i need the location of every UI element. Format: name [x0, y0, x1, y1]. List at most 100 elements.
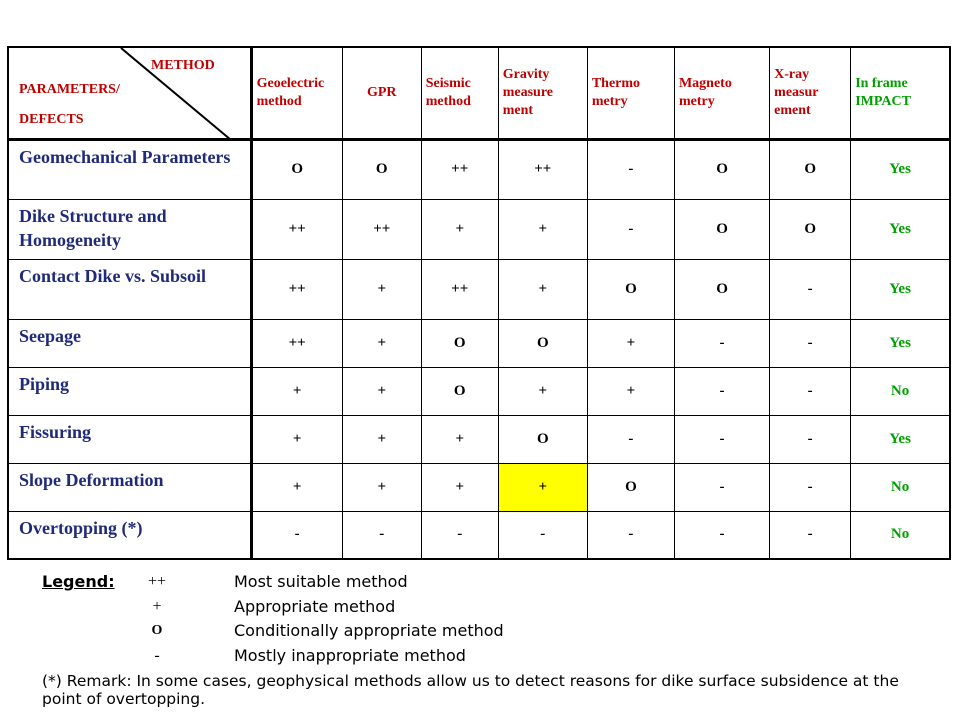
legend-symbol: - — [154, 647, 160, 664]
legend-symbol: + — [152, 598, 162, 615]
cell-gpr: + — [341, 414, 422, 464]
cell-gravity: + — [497, 198, 588, 260]
row-label: Dike Structure and Homogeneity — [7, 198, 253, 260]
cell-geoelectric: + — [250, 462, 343, 512]
corner-method-label: METHOD — [151, 58, 215, 73]
cell-thermometry: O — [586, 258, 675, 320]
cell-xray: - — [769, 366, 852, 416]
legend-symbol: O — [151, 623, 163, 638]
cell-thermometry: + — [586, 366, 675, 416]
row-label: Overtopping (*) — [7, 510, 253, 560]
cell-seismic: ++ — [420, 138, 499, 200]
row-label: Seepage — [7, 318, 253, 368]
table-row: Slope Deformation + + + + O - - No — [7, 462, 951, 512]
cell-gravity: ++ — [497, 138, 588, 200]
cell-magnetometry: O — [673, 138, 771, 200]
cell-xray: O — [769, 198, 852, 260]
cell-geoelectric: O — [250, 138, 343, 200]
methods-table: METHOD PARAMETERS/ DEFECTS Geoelectric m… — [7, 46, 951, 560]
cell-gpr: + — [341, 318, 422, 368]
cell-seismic: + — [420, 198, 499, 260]
corner-parameters-label: PARAMETERS/ — [19, 82, 120, 97]
legend-item-inappropriate: - Mostly inappropriate method — [42, 644, 942, 668]
cell-impact: Yes — [850, 138, 951, 200]
cell-thermometry: + — [586, 318, 675, 368]
cell-seismic: ++ — [420, 258, 499, 320]
cell-gpr: ++ — [341, 198, 422, 260]
remark-note: (*) Remark: In some cases, geophysical m… — [42, 672, 899, 708]
cell-gpr: + — [341, 258, 422, 320]
table-row: Piping + + O + + - - No — [7, 366, 951, 416]
legend-item-conditional: O Conditionally appropriate method — [42, 619, 942, 643]
table-row: Overtopping (*) - - - - - - - No — [7, 510, 951, 560]
cell-geoelectric: ++ — [250, 318, 343, 368]
cell-gravity: O — [497, 414, 588, 464]
cell-xray: - — [769, 258, 852, 320]
table-row: Geomechanical Parameters O O ++ ++ - O O Yes — [7, 138, 951, 200]
col-header-geoelectric: Geoelectric method — [250, 46, 343, 141]
cell-geoelectric: ++ — [250, 198, 343, 260]
cell-seismic: O — [420, 318, 499, 368]
cell-gravity: + — [497, 366, 588, 416]
cell-thermometry: - — [586, 198, 675, 260]
cell-magnetometry: - — [673, 366, 771, 416]
table-row: Seepage ++ + O O + - - Yes — [7, 318, 951, 368]
cell-geoelectric: + — [250, 366, 343, 416]
corner-defects-label: DEFECTS — [19, 112, 84, 127]
corner-header-cell: METHOD PARAMETERS/ DEFECTS — [7, 46, 253, 141]
cell-thermometry: - — [586, 138, 675, 200]
col-header-magnetometry: Magneto metry — [673, 46, 771, 141]
cell-gravity: + — [497, 462, 588, 512]
cell-gpr: O — [341, 138, 422, 200]
row-label: Piping — [7, 366, 253, 416]
cell-seismic: O — [420, 366, 499, 416]
cell-gpr: + — [341, 366, 422, 416]
cell-impact: Yes — [850, 318, 951, 368]
legend-description: Conditionally appropriate method — [234, 621, 504, 640]
cell-impact: Yes — [850, 198, 951, 260]
legend-item-appropriate: + Appropriate method — [42, 595, 942, 619]
table-row: Dike Structure and Homogeneity ++ ++ + + - O O Y… — [7, 198, 951, 260]
cell-seismic: + — [420, 462, 499, 512]
cell-gravity: - — [497, 510, 588, 560]
cell-impact: No — [850, 510, 951, 560]
cell-magnetometry: - — [673, 462, 771, 512]
cell-seismic: - — [420, 510, 499, 560]
cell-magnetometry: O — [673, 258, 771, 320]
legend-description: Mostly inappropriate method — [234, 646, 466, 665]
cell-geoelectric: + — [250, 414, 343, 464]
cell-geoelectric: ++ — [250, 258, 343, 320]
header-row: METHOD PARAMETERS/ DEFECTS Geoelectric m… — [7, 46, 951, 141]
table-row: Contact Dike vs. Subsoil ++ + ++ + O O - Yes — [7, 258, 951, 320]
cell-gravity: O — [497, 318, 588, 368]
cell-xray: - — [769, 510, 852, 560]
col-header-gpr: GPR — [341, 46, 422, 141]
row-label: Contact Dike vs. Subsoil — [7, 258, 253, 320]
col-header-gravity: Gravity measure ment — [497, 46, 588, 141]
row-label: Geomechanical Parameters — [7, 138, 253, 200]
cell-thermometry: - — [586, 510, 675, 560]
legend-description: Appropriate method — [234, 597, 396, 616]
legend-item-most-suitable: ++ Most suitable method — [42, 570, 942, 594]
cell-xray: - — [769, 462, 852, 512]
cell-xray: - — [769, 318, 852, 368]
cell-thermometry: O — [586, 462, 675, 512]
row-label: Fissuring — [7, 414, 253, 464]
cell-impact: Yes — [850, 414, 951, 464]
cell-seismic: + — [420, 414, 499, 464]
cell-xray: O — [769, 138, 852, 200]
cell-gpr: - — [341, 510, 422, 560]
cell-magnetometry: - — [673, 510, 771, 560]
cell-impact: Yes — [850, 258, 951, 320]
cell-xray: - — [769, 414, 852, 464]
cell-magnetometry: - — [673, 318, 771, 368]
cell-impact: No — [850, 366, 951, 416]
cell-magnetometry: - — [673, 414, 771, 464]
cell-thermometry: - — [586, 414, 675, 464]
cell-impact: No — [850, 462, 951, 512]
legend-symbol: ++ — [147, 573, 167, 590]
legend-title: Legend: — [42, 572, 115, 591]
legend-description: Most suitable method — [234, 572, 408, 591]
cell-magnetometry: O — [673, 198, 771, 260]
table-row: Fissuring + + + O - - - Yes — [7, 414, 951, 464]
